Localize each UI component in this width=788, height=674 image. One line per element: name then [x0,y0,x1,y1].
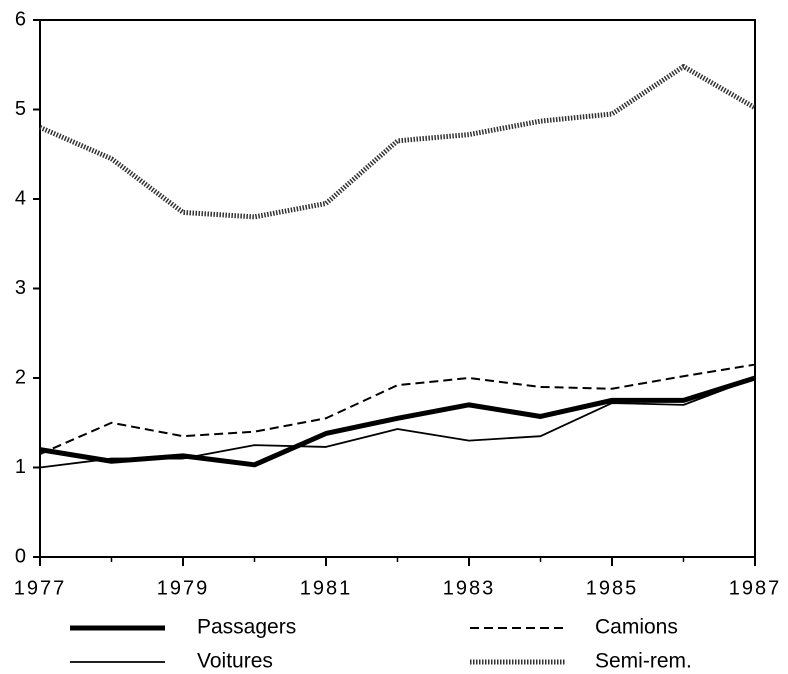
y-tick-label: 3 [15,277,28,299]
x-tick-label: 1983 [443,577,496,599]
y-tick-label: 5 [15,98,28,120]
y-tick-label: 4 [15,187,28,209]
y-tick-label: 0 [15,545,28,567]
legend-label: Camions [595,616,678,639]
y-tick-label: 2 [15,366,28,388]
x-tick-label: 1977 [14,577,67,599]
x-tick-label: 1985 [586,577,639,599]
y-tick-label: 6 [15,8,28,30]
x-tick-label: 1981 [300,577,353,599]
series-line [39,377,756,469]
legend-label: Semi-rem. [595,650,692,673]
x-tick-label: 1979 [157,577,210,599]
legend-label: Voitures [197,650,273,673]
series-line [38,64,757,220]
x-tick-label: 1987 [729,577,782,599]
y-tick-label: 1 [15,456,28,478]
series-line [39,363,756,455]
legend-label: Passagers [197,616,296,639]
series-line [39,375,756,468]
plot-frame [39,19,756,558]
